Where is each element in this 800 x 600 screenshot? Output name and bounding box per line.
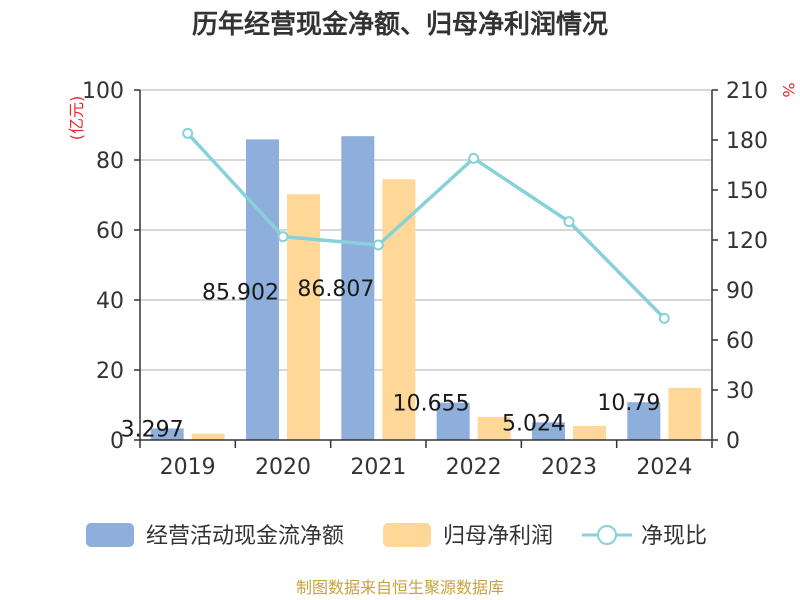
left-axis-unit: (亿元) [67, 96, 86, 141]
ratio-line-point [658, 312, 670, 324]
bar-operating-cash-flow [627, 402, 661, 440]
ratio-line-point [468, 152, 480, 164]
x-axis-category-label: 2022 [446, 455, 502, 480]
bar-operating-cash-flow [532, 422, 565, 440]
bar-net-profit [191, 433, 225, 440]
legend: 经营活动现金流净额 归母净利润 净现比 [86, 523, 707, 549]
ratio-line [182, 127, 670, 324]
axes: 0 20 40 60 80 100 0 30 60 90 120 150 180 210 2019 2020 2… [82, 79, 768, 480]
bar-net-profit [573, 426, 606, 440]
right-axis-tick-label: 120 [726, 229, 768, 254]
bar-operating-cash-flow [341, 136, 375, 440]
data-label-operating-cash-flow: 10.655 [393, 392, 470, 417]
data-label-operating-cash-flow: 5.024 [502, 411, 565, 436]
data-label-operating-cash-flow: 3.297 [121, 417, 184, 442]
left-axis-tick-label: 40 [96, 289, 124, 314]
bar-net-profit [477, 416, 511, 440]
right-axis-tick-label: 210 [726, 79, 768, 104]
ratio-line-path [186, 132, 666, 320]
bar-net-profit [287, 194, 320, 440]
legend-swatch-net-profit [383, 523, 431, 547]
x-axis-category-label: 2024 [636, 455, 692, 480]
bar-operating-cash-flow [150, 428, 184, 440]
bar-operating-cash-flow [436, 402, 470, 440]
data-label-operating-cash-flow: 85.902 [202, 280, 279, 305]
bars [150, 136, 702, 440]
bar-operating-cash-flow [246, 139, 279, 440]
bar-net-profit [668, 387, 702, 440]
data-labels: 3.297 85.902 86.807 10.655 5.024 10.79 [121, 277, 661, 442]
left-axis-tick-label: 0 [110, 429, 124, 454]
right-axis-tick-label: 180 [726, 129, 768, 154]
right-axis-tick-label: 30 [726, 379, 754, 404]
source-footer: 制图数据来自恒生聚源数据库 [296, 578, 504, 597]
right-axis-tick-label: 0 [726, 429, 740, 454]
left-axis-tick-label: 100 [82, 79, 124, 104]
ratio-line-point [277, 231, 289, 243]
left-axis-tick-label: 60 [96, 219, 124, 244]
legend-label-ratio: 净现比 [641, 524, 707, 549]
data-label-operating-cash-flow: 10.79 [597, 391, 660, 416]
ratio-line-point [563, 216, 575, 228]
right-axis-unit: % [779, 82, 798, 97]
left-axis-tick-label: 80 [96, 149, 124, 174]
legend-swatch-operating-cash-flow [86, 523, 134, 547]
x-axis-category-label: 2023 [541, 455, 597, 480]
right-axis-tick-label: 60 [726, 329, 754, 354]
legend-label-operating-cash-flow: 经营活动现金流净额 [146, 524, 344, 549]
legend-marker-ratio [597, 525, 617, 545]
x-axis-category-label: 2020 [255, 455, 311, 480]
data-label-operating-cash-flow: 86.807 [297, 277, 374, 302]
grid [140, 89, 712, 371]
x-axis-category-label: 2021 [350, 455, 406, 480]
x-axis-category-label: 2019 [160, 455, 216, 480]
ratio-line-point [182, 127, 194, 139]
bar-net-profit [382, 179, 416, 440]
left-axis-tick-label: 20 [96, 359, 124, 384]
legend-label-net-profit: 归母净利润 [443, 524, 553, 549]
chart-title: 历年经营现金净额、归母净利润情况 [192, 9, 608, 40]
ratio-line-point [372, 239, 384, 251]
right-axis-tick-label: 90 [726, 279, 754, 304]
right-axis-tick-label: 150 [726, 179, 768, 204]
